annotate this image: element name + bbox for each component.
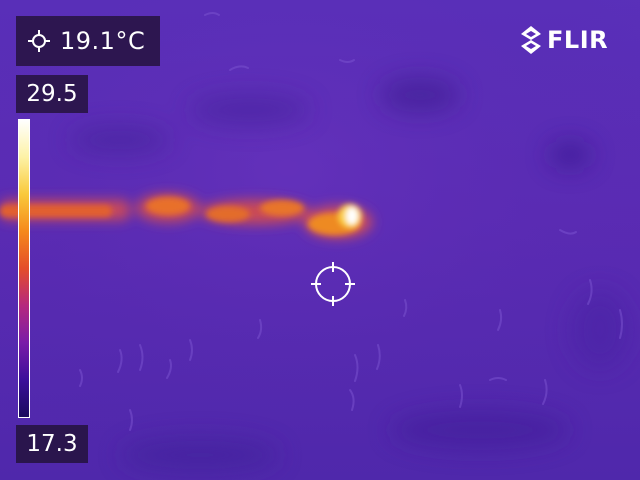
flir-wordmark: FLIR xyxy=(547,26,609,54)
spot-temperature-value: 19.1°C xyxy=(60,27,146,55)
color-scale-bar xyxy=(18,119,30,418)
flir-emblem-icon xyxy=(521,26,541,54)
spot-meter-crosshair-icon xyxy=(28,30,50,52)
scale-max-label: 29.5 xyxy=(16,75,88,113)
center-spot-crosshair-icon xyxy=(311,262,355,306)
scale-min-label: 17.3 xyxy=(16,425,88,463)
flir-logo: FLIR xyxy=(519,24,608,56)
surface-texture xyxy=(79,12,623,431)
spot-temperature-readout: 19.1°C xyxy=(16,16,160,66)
warm-streak xyxy=(0,194,372,238)
cool-patches xyxy=(70,77,630,473)
